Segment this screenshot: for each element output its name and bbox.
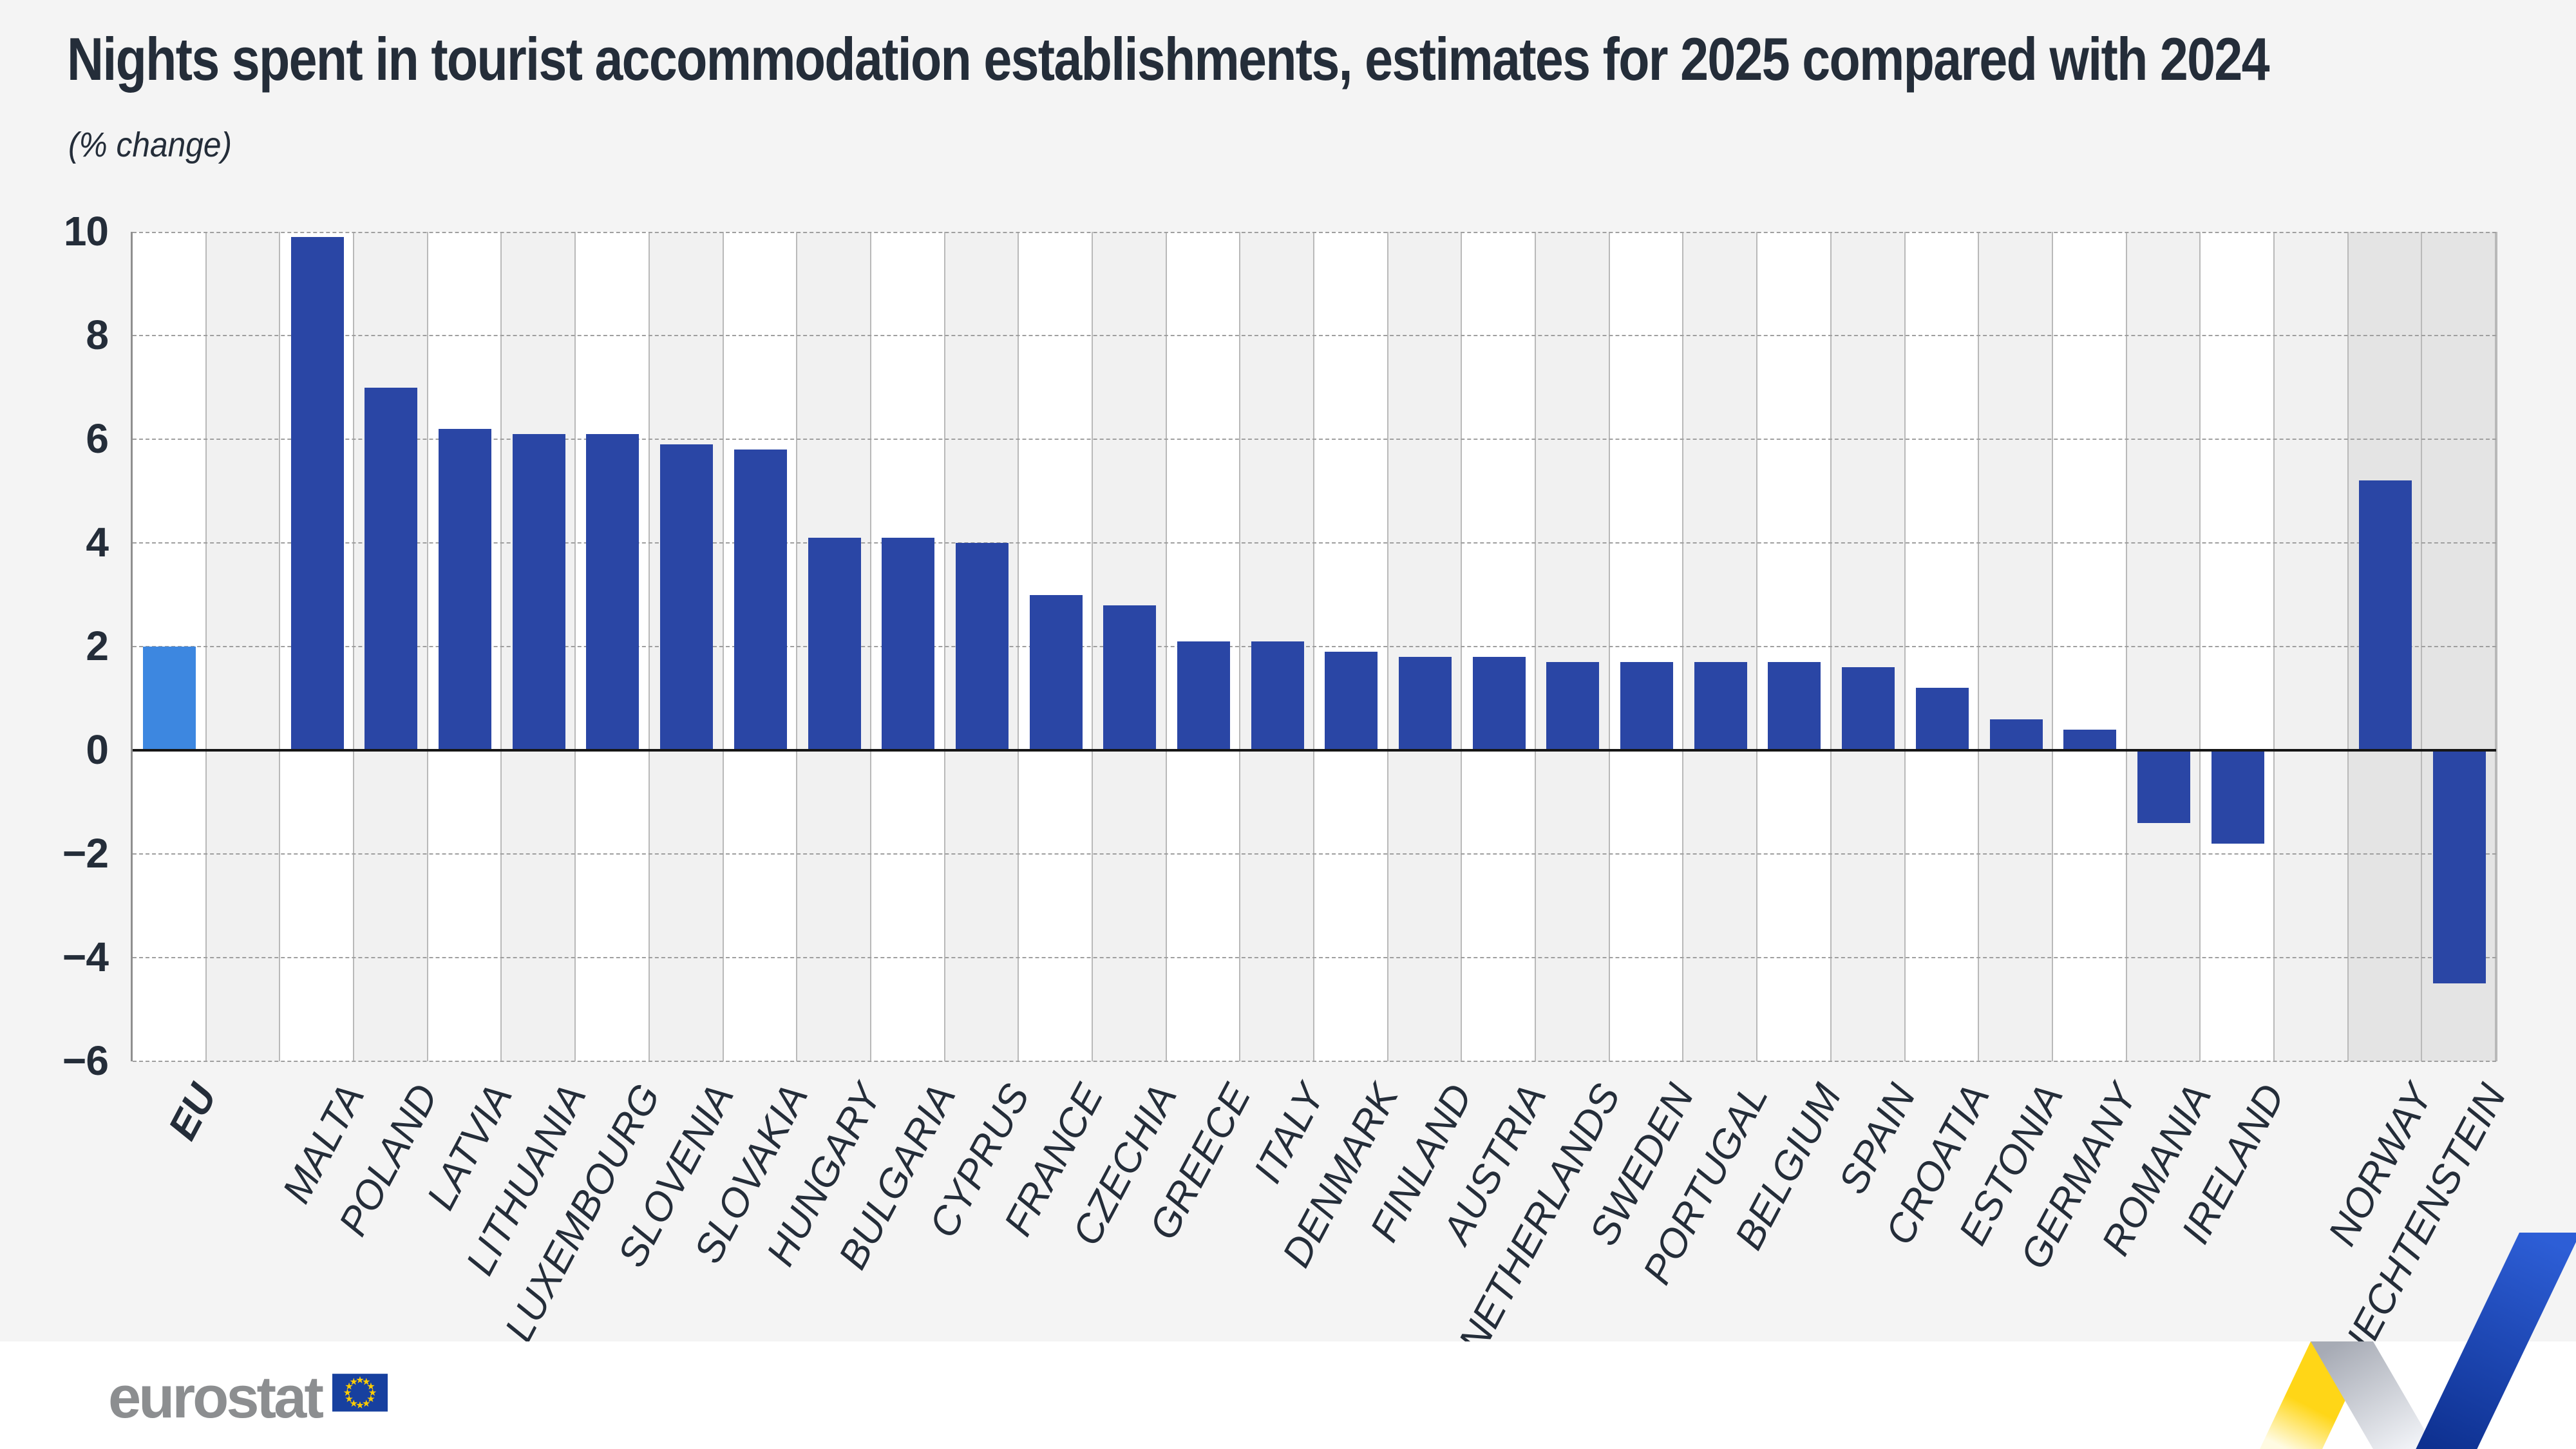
bar-spain	[1842, 667, 1895, 750]
zero-axis-line	[133, 749, 2496, 752]
x-label-eu: EU	[160, 1077, 226, 1147]
gridline-4	[133, 542, 2496, 544]
eu-flag-star	[343, 1388, 352, 1396]
y-tick-6: 6	[86, 415, 109, 462]
bar-sweden	[1620, 662, 1674, 750]
eu-flag-star	[356, 1401, 364, 1408]
eu-flag-star	[356, 1376, 364, 1383]
bar-croatia	[1915, 688, 1969, 750]
bar-romania	[2137, 750, 2190, 823]
gridline--6	[133, 1061, 2496, 1062]
bar-liechtenstein	[2432, 750, 2486, 984]
bar-estonia	[1989, 719, 2043, 750]
gridline-8	[133, 335, 2496, 336]
eu-flag-star	[363, 1399, 370, 1407]
bar-belgium	[1768, 662, 1821, 750]
gridline-2	[133, 646, 2496, 647]
y-tick-0: 0	[86, 726, 109, 773]
bar-netherlands	[1546, 662, 1600, 750]
bar-malta	[290, 237, 344, 750]
y-tick-8: 8	[86, 312, 109, 358]
bar-denmark	[1325, 652, 1378, 750]
bar-slovenia	[660, 444, 714, 750]
gridline-6	[133, 439, 2496, 440]
bar-finland	[1399, 657, 1452, 750]
y-tick--6: −6	[62, 1037, 109, 1084]
eurostat-ribbon-graphic	[2260, 1233, 2576, 1449]
bar-luxembourg	[586, 433, 639, 750]
bar-poland	[365, 387, 418, 750]
bar-slovakia	[734, 450, 787, 750]
eu-flag-star	[350, 1378, 357, 1385]
chart-title: Nights spent in tourist accommodation es…	[67, 25, 2270, 93]
y-tick-10: 10	[63, 208, 109, 254]
gridline--2	[133, 853, 2496, 855]
bar-ireland	[2211, 750, 2264, 844]
eu-flag-star	[363, 1378, 370, 1385]
footer-bar	[0, 1341, 2576, 1449]
eu-flag-star	[345, 1382, 353, 1390]
y-tick-2: 2	[86, 623, 109, 669]
eu-flag-star	[367, 1382, 375, 1390]
eu-flag-star	[367, 1395, 375, 1403]
bar-cyprus	[955, 543, 1009, 750]
y-tick--2: −2	[62, 830, 109, 876]
bar-germany	[2063, 729, 2117, 750]
bar-czechia	[1103, 605, 1157, 750]
bar-italy	[1251, 641, 1304, 750]
bar-norway	[2358, 480, 2412, 750]
ribbon-gray-band	[2311, 1341, 2436, 1449]
bar-bulgaria	[882, 537, 935, 750]
y-tick--4: −4	[62, 934, 109, 980]
chart-subtitle: (% change)	[68, 126, 232, 164]
eu-flag-icon	[332, 1374, 388, 1412]
eu-flag-star	[345, 1395, 353, 1403]
plot-area	[131, 232, 2497, 1062]
ribbon-blue-band	[2416, 1233, 2576, 1449]
eurostat-logo-text: eurostat	[108, 1365, 324, 1430]
eu-flag-star	[350, 1399, 357, 1407]
bar-portugal	[1694, 662, 1747, 750]
bar-eu	[143, 647, 196, 750]
gridline-10	[133, 232, 2496, 233]
bar-greece	[1177, 641, 1230, 750]
bar-lithuania	[512, 433, 565, 750]
y-tick-4: 4	[86, 519, 109, 565]
bar-france	[1029, 594, 1083, 750]
eu-flag-star	[368, 1388, 377, 1396]
gridline--4	[133, 957, 2496, 958]
bar-latvia	[439, 428, 492, 750]
bar-austria	[1472, 657, 1526, 750]
bar-hungary	[808, 537, 861, 750]
